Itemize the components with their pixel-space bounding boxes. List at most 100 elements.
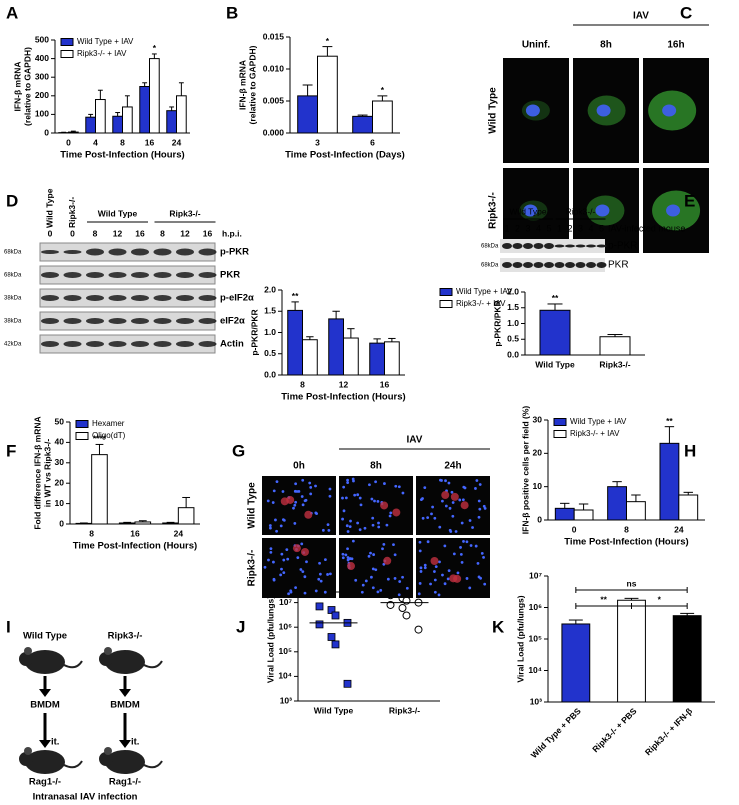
- nucleus: [426, 540, 430, 544]
- nucleus: [317, 577, 321, 581]
- bar: [112, 115, 123, 134]
- y-tick-label: 30: [55, 457, 65, 467]
- y-tick-label: 0.5: [507, 334, 519, 344]
- nucleus: [393, 553, 397, 557]
- nucleus: [356, 521, 360, 525]
- nucleus: [294, 500, 298, 504]
- bar: [68, 131, 79, 134]
- nucleus: [382, 542, 386, 546]
- size-label: 68kDa: [481, 244, 499, 250]
- nucleus: [289, 589, 293, 593]
- mouse-tail: [143, 760, 163, 769]
- legend-label: Oligo(dT): [92, 431, 126, 440]
- nucleus: [279, 524, 283, 528]
- y-tick-label: 10⁷: [529, 570, 542, 580]
- y-tick-label: 40: [55, 437, 65, 447]
- nucleus: [303, 591, 307, 595]
- nucleus: [350, 557, 354, 561]
- nucleus: [299, 568, 303, 571]
- nucleus: [263, 565, 267, 569]
- nucleus: [392, 543, 395, 547]
- nucleus: [341, 552, 345, 556]
- nucleus: [523, 204, 538, 217]
- legend-label: Wild Type + IAV: [570, 417, 627, 426]
- nucleus: [460, 561, 464, 564]
- column-label: 16h: [667, 40, 684, 51]
- nucleus: [386, 577, 390, 581]
- y-tick-label: 10⁶: [529, 602, 542, 612]
- blot-band: [198, 272, 217, 278]
- bar: [561, 623, 591, 703]
- nucleus: [295, 490, 299, 493]
- mouse-body: [105, 750, 145, 774]
- nucleus: [483, 507, 487, 510]
- bar: [177, 507, 195, 525]
- mouse-tail: [63, 760, 83, 769]
- rotated-label: Ripk3-/-: [67, 197, 77, 228]
- nucleus: [319, 579, 323, 583]
- size-label: 38kDa: [4, 296, 22, 302]
- y-tick-label: 1.5: [264, 306, 276, 316]
- nucleus: [418, 540, 422, 544]
- recipient-label: Rag1-/-: [109, 777, 141, 788]
- blot-band: [565, 262, 575, 268]
- caption: IAV-infected mouse: [608, 223, 685, 233]
- y-axis-label: p-PKR/PKR: [492, 300, 502, 346]
- bar: [85, 116, 96, 134]
- nucleus: [482, 504, 486, 508]
- nucleus: [309, 492, 313, 496]
- x-tick-label: Ripk3-/- + PBS: [590, 706, 639, 755]
- blot-band: [176, 318, 194, 324]
- positive-cell: [453, 574, 462, 583]
- nucleus: [596, 104, 611, 117]
- nucleus: [279, 573, 283, 577]
- y-tick-label: 1.5: [507, 302, 519, 312]
- nucleus: [269, 526, 272, 530]
- legend-swatch: [553, 418, 567, 426]
- annotation: ns: [627, 578, 637, 588]
- nucleus: [595, 204, 610, 217]
- positive-cell: [304, 510, 313, 519]
- caption: Intranasal IAV infection: [33, 792, 138, 803]
- nucleus: [463, 486, 467, 490]
- y-tick-label: 0.005: [263, 95, 285, 105]
- route-label: it.: [51, 737, 59, 748]
- y-tick-label: 400: [35, 53, 49, 63]
- blot-band: [523, 243, 533, 249]
- nucleus: [300, 495, 304, 498]
- nucleus: [443, 544, 447, 548]
- panel-letter: J: [236, 617, 245, 636]
- nucleus: [326, 573, 329, 576]
- blot-band: [523, 262, 533, 268]
- nucleus: [272, 577, 276, 581]
- nucleus: [370, 575, 373, 579]
- size-label: 68kDa: [4, 250, 22, 256]
- y-tick-label: 0.000: [263, 127, 285, 137]
- mouse-head: [99, 752, 113, 766]
- blot-band: [86, 295, 104, 301]
- nucleus: [460, 521, 464, 525]
- micrograph: [416, 538, 490, 598]
- y-tick-label: 10³: [530, 696, 542, 706]
- nucleus: [418, 582, 422, 585]
- nucleus: [451, 501, 455, 504]
- nucleus: [356, 493, 360, 497]
- blot-band: [41, 272, 59, 278]
- blot-band: [41, 318, 59, 324]
- blot-band: [544, 243, 554, 249]
- x-tick-label: 24: [172, 137, 182, 147]
- nucleus: [318, 561, 321, 565]
- nucleus: [294, 586, 297, 590]
- mouse-body: [25, 650, 65, 674]
- row-label: p-PKR: [608, 241, 637, 252]
- nucleus: [394, 484, 398, 488]
- row-label: Wild Type: [247, 482, 258, 529]
- blot-band: [596, 262, 607, 268]
- x-tick-label: 8: [624, 524, 629, 534]
- y-tick-label: 10⁵: [529, 633, 542, 643]
- nucleus: [468, 519, 472, 522]
- micrograph: [416, 476, 490, 535]
- nucleus: [367, 554, 371, 558]
- nucleus: [441, 499, 444, 503]
- nucleus: [327, 529, 331, 532]
